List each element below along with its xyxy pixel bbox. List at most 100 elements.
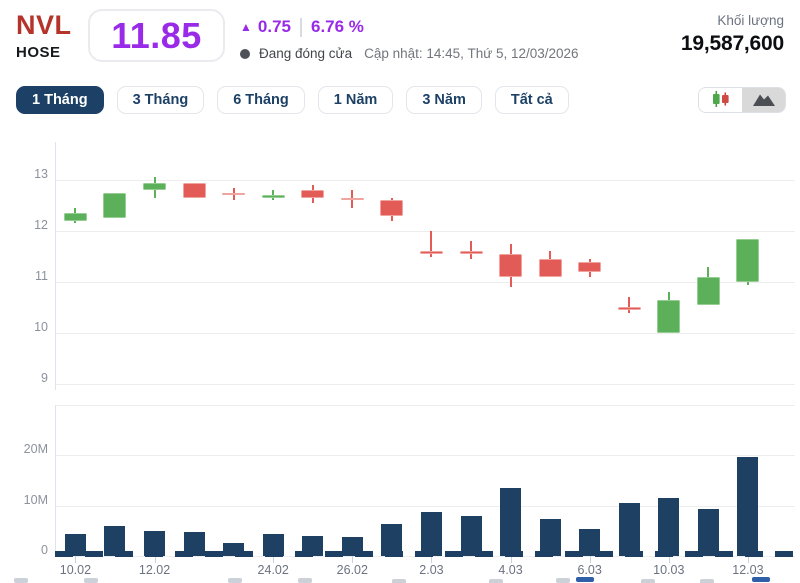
candlestick-chart-button[interactable] (699, 88, 742, 112)
candle-body (657, 299, 681, 333)
candle[interactable] (143, 177, 167, 198)
volume-summary: Khối lượng 19,587,600 (681, 13, 784, 56)
x-axis-label: 2.03 (419, 563, 444, 577)
volume-bar[interactable] (262, 533, 284, 556)
price-up-arrow-icon: ▲ (240, 20, 252, 34)
candle[interactable] (261, 190, 285, 201)
tab-3-nam[interactable]: 3 Năm (406, 86, 482, 114)
tab-1-thang[interactable]: 1 Tháng (16, 86, 104, 114)
x-axis-label: 12.03 (732, 563, 764, 577)
cropped-bottom-fragment (298, 578, 312, 583)
candle[interactable] (696, 266, 720, 305)
price-gridline (55, 384, 795, 385)
candle[interactable] (340, 190, 364, 209)
price-ytick-label: 10 (34, 320, 48, 334)
candle-body (222, 192, 246, 196)
volume-bar[interactable] (539, 519, 561, 556)
volume-bar[interactable] (381, 523, 403, 556)
tab-1-nam[interactable]: 1 Năm (317, 86, 394, 114)
volume-bar[interactable] (658, 497, 680, 556)
candle[interactable] (459, 241, 483, 260)
market-status-row: Đang đóng cửa Cập nhật: 14:45, Thứ 5, 12… (240, 46, 579, 61)
price-gridline (55, 180, 795, 181)
price-ytick-label: 12 (34, 218, 48, 232)
candle-body (578, 261, 602, 272)
price-gridline (55, 333, 795, 334)
candle[interactable] (380, 197, 404, 221)
volume-value: 19,587,600 (680, 32, 784, 55)
volume-bar[interactable] (420, 512, 442, 556)
candle-body (538, 259, 562, 277)
cropped-bottom-fragment (641, 579, 655, 583)
candle[interactable] (222, 187, 246, 201)
volume-bar[interactable] (183, 532, 205, 556)
tab-tat-ca[interactable]: Tất cả (494, 86, 569, 114)
period-tabs: 1 Tháng 3 Tháng 6 Tháng 1 Năm 3 Năm Tất cả (16, 86, 569, 114)
candle-body (380, 200, 404, 216)
candle-body (143, 182, 167, 191)
candle[interactable] (182, 182, 206, 198)
x-axis-label: 24.02 (257, 563, 289, 577)
x-axis-tick (431, 556, 433, 563)
cropped-bottom-fragment (392, 579, 406, 583)
price-ytick-label: 11 (35, 269, 48, 283)
candle[interactable] (538, 251, 562, 277)
candle[interactable] (617, 297, 641, 313)
price-gridline (55, 231, 795, 232)
volume-bar[interactable] (64, 534, 86, 556)
x-axis-tick (273, 556, 275, 563)
x-axis-tick (352, 556, 354, 563)
volume-bar[interactable] (737, 457, 759, 556)
volume-bar[interactable] (460, 515, 482, 556)
candle[interactable] (657, 292, 681, 333)
volume-bar[interactable] (697, 509, 719, 556)
x-axis-tick (747, 556, 749, 563)
volume-ytick-label: 20M (23, 442, 48, 457)
tab-3-thang[interactable]: 3 Tháng (116, 86, 205, 114)
volume-bar[interactable] (302, 535, 324, 556)
area-chart-icon (752, 91, 776, 110)
candle[interactable] (578, 259, 602, 277)
candle[interactable] (103, 192, 127, 219)
volume-bar[interactable] (144, 530, 166, 556)
market-status-text: Đang đóng cửa (259, 46, 353, 61)
cropped-bottom-fragment (228, 578, 242, 583)
candle[interactable] (419, 231, 443, 257)
volume-bar[interactable] (579, 528, 601, 556)
volume-gridline (55, 405, 795, 406)
price-gridline (55, 282, 795, 283)
market-status-dot-icon (240, 48, 250, 59)
candle-body (261, 195, 285, 198)
x-axis-tick (75, 556, 77, 563)
candle-wick (430, 231, 433, 257)
candle-wick (470, 241, 472, 260)
volume-y-axis (55, 405, 56, 556)
price-ytick-label: 9 (41, 371, 48, 385)
volume-bar[interactable] (618, 503, 640, 556)
x-axis-tick (589, 556, 591, 563)
candle-body (459, 251, 483, 254)
tab-6-thang[interactable]: 6 Tháng (217, 86, 305, 114)
cropped-bottom-fragment (576, 577, 594, 582)
ticker-symbol: NVL (16, 10, 72, 40)
volume-bar[interactable] (104, 525, 126, 556)
candle[interactable] (736, 238, 760, 285)
cropped-bottom-fragment (14, 578, 28, 583)
x-axis-label: 26.02 (336, 563, 368, 577)
candle-body (736, 238, 760, 282)
exchange-label: HOSE (16, 44, 61, 61)
candle[interactable] (499, 243, 523, 288)
candle-body (696, 276, 720, 305)
price-change-percent: 6.76 % (310, 17, 364, 36)
area-chart-button[interactable] (742, 88, 785, 112)
candle-body (340, 197, 364, 201)
last-updated-text: Cập nhật: 14:45, Thứ 5, 12/03/2026 (364, 46, 579, 61)
range-scrubber[interactable] (55, 551, 795, 557)
volume-bar[interactable] (500, 487, 522, 556)
candle[interactable] (63, 208, 87, 224)
candle[interactable] (301, 185, 325, 203)
price-y-axis (55, 142, 56, 390)
x-axis-tick (668, 556, 670, 563)
last-price: 11.85 (111, 14, 202, 56)
price-change: 0.75 (257, 17, 291, 36)
